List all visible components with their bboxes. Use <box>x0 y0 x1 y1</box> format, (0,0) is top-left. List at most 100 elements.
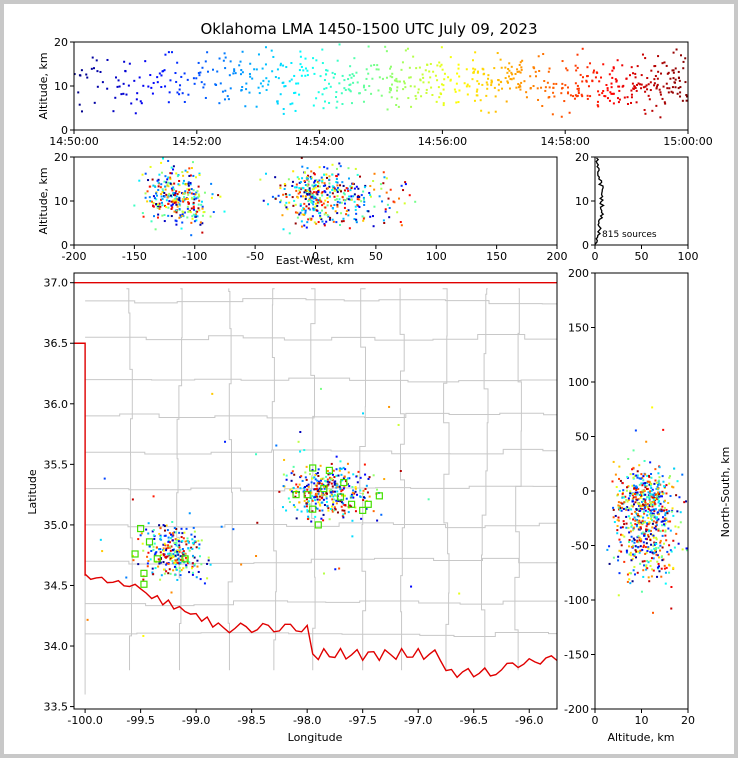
altitude-eastwest-point <box>363 186 366 189</box>
altitude-time-point <box>282 112 285 115</box>
plan-view-point <box>172 555 175 558</box>
altitude-eastwest-point <box>197 185 200 188</box>
altitude-time-point <box>304 67 307 70</box>
altitude-time-point <box>457 67 460 70</box>
altitude-time-point <box>611 76 614 79</box>
altitude-time-point <box>650 69 653 72</box>
north-south-point <box>666 550 669 553</box>
altitude-time-point <box>504 77 507 80</box>
altitude-time-point <box>612 66 615 69</box>
altitude-time-point <box>279 64 282 67</box>
altitude-eastwest-point <box>348 198 351 201</box>
altitude-time-point <box>501 87 504 90</box>
north-south-point <box>622 507 625 510</box>
plan-view-x-tick-label: -99.5 <box>126 714 154 727</box>
plan-view-point <box>170 533 173 536</box>
altitude-time-point <box>679 95 682 98</box>
altitude-time-point <box>370 92 373 95</box>
altitude-time-point <box>648 98 651 101</box>
north-south-point <box>647 491 650 494</box>
altitude-eastwest-point <box>335 181 338 184</box>
altitude-time-point <box>682 60 685 63</box>
altitude-eastwest-point <box>160 161 163 164</box>
north-south-point <box>617 519 620 522</box>
plan-view-point <box>314 502 317 505</box>
altitude-eastwest-point <box>188 188 191 191</box>
altitude-eastwest-point <box>343 193 346 196</box>
north-south-point <box>628 494 631 497</box>
altitude-eastwest-point <box>320 218 323 221</box>
altitude-eastwest-point <box>342 217 345 220</box>
north-south-point <box>644 473 647 476</box>
north-south-point <box>668 544 671 547</box>
chart-title: Oklahoma LMA 1450-1500 UTC July 09, 2023 <box>200 20 537 38</box>
altitude-time-point <box>228 74 231 77</box>
north-south-point <box>638 522 641 525</box>
altitude-eastwest-point <box>156 205 159 208</box>
altitude-eastwest-point <box>151 178 154 181</box>
plan-view-point <box>175 542 178 545</box>
altitude-time-point <box>239 60 242 63</box>
altitude-time-point <box>413 85 416 88</box>
north-south-point <box>632 529 635 532</box>
plan-view-point <box>310 520 313 523</box>
plan-view-point <box>364 473 367 476</box>
altitude-time-point <box>442 102 445 105</box>
north-south-point <box>631 505 634 508</box>
altitude-eastwest-point <box>323 166 326 169</box>
altitude-eastwest-point <box>170 187 173 190</box>
altitude-time-point <box>396 80 399 83</box>
altitude-time-point <box>611 69 614 72</box>
plan-view-point <box>152 573 155 576</box>
plan-view-point <box>182 551 185 554</box>
north-south-point <box>629 554 632 557</box>
north-south-point <box>651 522 654 525</box>
altitude-time-point <box>380 94 383 97</box>
altitude-time-point <box>432 70 435 73</box>
plan-view-point <box>289 488 292 491</box>
plan-view-point <box>139 534 142 537</box>
altitude-time-point <box>106 58 109 61</box>
altitude-eastwest-point <box>298 189 301 192</box>
altitude-time-point <box>142 84 145 87</box>
north-south-point <box>658 495 661 498</box>
altitude-eastwest-point <box>312 207 315 210</box>
altitude-time-point <box>400 68 403 71</box>
altitude-eastwest-point <box>175 223 178 226</box>
altitude-time-point <box>249 75 252 78</box>
north-south-point <box>635 485 638 488</box>
plan-view-point <box>200 563 203 566</box>
altitude-time-point <box>510 71 513 74</box>
altitude-time-point <box>436 64 439 67</box>
north-south-point <box>650 472 653 475</box>
plan-view-x-tick-label: -96.0 <box>515 714 543 727</box>
north-south-point <box>663 499 666 502</box>
north-south-point <box>624 495 627 498</box>
north-south-point <box>634 519 637 522</box>
north-south-point <box>631 557 634 560</box>
altitude-time-point <box>328 101 331 104</box>
altitude-eastwest-point <box>192 206 195 209</box>
altitude-time-point <box>625 77 628 80</box>
altitude-time-point <box>609 91 612 94</box>
plan-view-point <box>307 483 310 486</box>
altitude-time-point <box>516 70 519 73</box>
altitude-time-point <box>300 65 303 68</box>
altitude-time-point <box>594 76 597 79</box>
north-south-points <box>606 406 689 614</box>
altitude-eastwest-point <box>192 189 195 192</box>
north-south-point <box>643 506 646 509</box>
plan-view-point <box>155 550 158 553</box>
north-south-point <box>646 514 649 517</box>
altitude-time-point <box>656 85 659 88</box>
source-count-annotation: 815 sources <box>602 230 657 240</box>
plan-view-point <box>328 476 331 479</box>
altitude-eastwest-point <box>323 222 326 225</box>
altitude-time-point <box>674 67 677 70</box>
altitude-eastwest-point <box>304 198 307 201</box>
altitude-eastwest-point <box>178 198 181 201</box>
altitude-time-point <box>601 92 604 95</box>
altitude-time-point <box>671 91 674 94</box>
altitude-eastwest-point <box>173 201 176 204</box>
